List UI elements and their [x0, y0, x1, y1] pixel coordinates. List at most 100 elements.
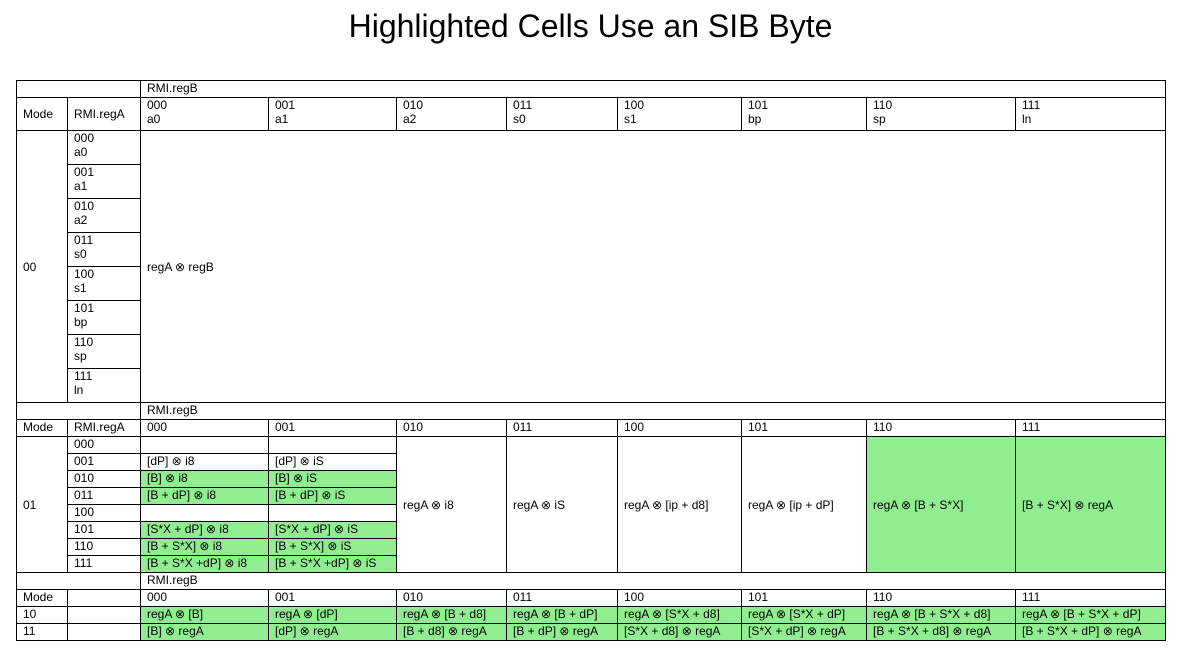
regb-col-110: 110 [866, 589, 1016, 607]
mode01-cell-001 [268, 504, 397, 522]
mode-header: Mode [16, 589, 68, 607]
mode00-rega-row: 001 a1 [67, 164, 141, 199]
mode11-row: 11 [B] ⊗ regA [dP] ⊗ regA [B + d8] ⊗ reg… [16, 623, 1166, 641]
regb-col-010: 010 [396, 589, 507, 607]
regb-col-000: 000 a0 [140, 97, 269, 131]
mode01-rega: 001 [67, 453, 141, 471]
regb-col-111: 111 [1015, 419, 1166, 437]
mode00-label: 00 [16, 130, 68, 403]
mode01-cell-101: regA ⊗ [ip + dP] [741, 436, 867, 573]
regb-col-110: 110 [866, 419, 1016, 437]
mode01-cell-111: [B + S*X] ⊗ regA [1015, 436, 1166, 573]
mode01-cell-011: regA ⊗ iS [506, 436, 618, 573]
regb-col-110: 110 sp [866, 97, 1016, 131]
mode01-rega: 111 [67, 555, 141, 573]
mode01-cell-000: [B + S*X +dP] ⊗ i8 [140, 555, 269, 573]
mode10-cell: regA ⊗ [B + S*X + d8] [866, 606, 1016, 624]
mode01-cell-000: [B + S*X] ⊗ i8 [140, 538, 269, 556]
mode10-cell: regA ⊗ [dP] [268, 606, 397, 624]
regb-col-100: 100 s1 [617, 97, 742, 131]
regb-col-010: 010 [396, 419, 507, 437]
mode00-rega-row: 111 ln [67, 368, 141, 403]
mode00-rega-row: 000 a0 [67, 130, 141, 165]
mode01-cell-000: [B] ⊗ i8 [140, 470, 269, 488]
regb-col-011: 011 [506, 419, 618, 437]
regb-col-011: 011 [506, 589, 618, 607]
regb-col-101: 101 bp [741, 97, 867, 131]
mode01-cell-100: regA ⊗ [ip + d8] [617, 436, 742, 573]
mode00-rega-row: 101 bp [67, 300, 141, 335]
mode01-rega: 100 [67, 504, 141, 522]
mode01-rega: 101 [67, 521, 141, 539]
mode01-cell-000 [140, 436, 269, 454]
section-header-row: RMI.regB [16, 80, 1166, 98]
mode01-row: 110 [B + S*X] ⊗ i8 [B + S*X] ⊗ iS [17, 538, 1166, 556]
regb-col-000: 000 [140, 589, 269, 607]
regb-col-111: 111 ln [1015, 97, 1166, 131]
mode10-label: 10 [16, 606, 68, 624]
mode10-cell: regA ⊗ [B + d8] [396, 606, 507, 624]
mode00-row: 011 s0 [17, 232, 1166, 267]
mode01-cell-110: regA ⊗ [B + S*X] [866, 436, 1016, 573]
regb-col-100: 100 [617, 419, 742, 437]
mode01-cell-000: [B + dP] ⊗ i8 [140, 487, 269, 505]
mode00-rega-row: 010 a2 [67, 198, 141, 233]
page-title: Highlighted Cells Use an SIB Byte [348, 8, 833, 44]
section-header-row: RMI.regB [16, 402, 1166, 420]
regb-header-row: Mode 000 001 010 011 100 101 110 111 [16, 589, 1166, 607]
regb-col-011: 011 s0 [506, 97, 618, 131]
mode01-cell-001: [B + S*X +dP] ⊗ iS [268, 555, 397, 573]
regb-header-row: Mode RMI.regA 000 a0 001 a1 010 a2 011 s0 10… [16, 97, 1166, 131]
mode10-cell: regA ⊗ [B + dP] [506, 606, 618, 624]
mode10-row: 10 regA ⊗ [B] regA ⊗ [dP] regA ⊗ [B + d8… [16, 606, 1166, 624]
mode00-value: regA ⊗ regB [140, 130, 1166, 403]
mode01-cell-001: [S*X + dP] ⊗ iS [268, 521, 397, 539]
mode01-row: 011 [B + dP] ⊗ i8 [B + dP] ⊗ iS [17, 487, 1166, 505]
section-header-row: RMI.regB [16, 572, 1166, 590]
mode01-rega: 010 [67, 470, 141, 488]
mode01-rega: 110 [67, 538, 141, 556]
regb-col-001: 001 [268, 419, 397, 437]
mode11-cell: [B] ⊗ regA [140, 623, 269, 641]
mode01-cell-010: regA ⊗ i8 [396, 436, 507, 573]
mode01-cell-001: [B + dP] ⊗ iS [268, 487, 397, 505]
mode00-row: 001 a1 [17, 164, 1166, 199]
mode01-cell-001 [268, 436, 397, 454]
regb-col-101: 101 [741, 419, 867, 437]
mode-header: Mode [16, 419, 68, 437]
mode00-rega-row: 100 s1 [67, 266, 141, 301]
regb-col-001: 001 [268, 589, 397, 607]
mode11-cell: [S*X + d8] ⊗ regA [617, 623, 742, 641]
regb-header-row: Mode RMI.regA 000 001 010 011 100 101 11… [16, 419, 1166, 437]
mode11-cell: [S*X + dP] ⊗ regA [741, 623, 867, 641]
mode10-cell: regA ⊗ [B] [140, 606, 269, 624]
mode01-cell-001: [B] ⊗ iS [268, 470, 397, 488]
mode-header: Mode [16, 97, 68, 131]
regb-col-111: 111 [1015, 589, 1166, 607]
mode01-row: 010 [B] ⊗ i8 [B] ⊗ iS [17, 470, 1166, 488]
mode11-cell: [B + d8] ⊗ regA [396, 623, 507, 641]
regb-col-010: 010 a2 [396, 97, 507, 131]
mode11-label: 11 [16, 623, 68, 641]
mode01-label: 01 [16, 436, 68, 573]
mode11-cell: [B + S*X + dP] ⊗ regA [1015, 623, 1166, 641]
mode00-row: 101 bp [17, 300, 1166, 335]
mode01-row: 001 [dP] ⊗ i8 [dP] ⊗ iS [17, 453, 1166, 471]
mode01-row: 101 [S*X + dP] ⊗ i8 [S*X + dP] ⊗ iS [17, 521, 1166, 539]
mode01-cell-000 [140, 504, 269, 522]
regb-col-101: 101 [741, 589, 867, 607]
regb-col-000: 000 [140, 419, 269, 437]
mode01-cell-001: [dP] ⊗ iS [268, 453, 397, 471]
mode01-rega: 000 [67, 436, 141, 454]
mode00-row: 100 s1 [17, 266, 1166, 301]
mode01-rega: 011 [67, 487, 141, 505]
mode11-cell: [B + S*X + d8] ⊗ regA [866, 623, 1016, 641]
mode01-row: 01 000 regA ⊗ i8 regA ⊗ iS regA ⊗ [ip + … [16, 436, 1166, 573]
mode00-row: 00 000 a0 regA ⊗ regB [16, 130, 1166, 403]
mode10-cell: regA ⊗ [S*X + d8] [617, 606, 742, 624]
regb-col-001: 001 a1 [268, 97, 397, 131]
mode01-cell-000: [S*X + dP] ⊗ i8 [140, 521, 269, 539]
mode11-cell: [B + dP] ⊗ regA [506, 623, 618, 641]
mode00-rega-row: 011 s0 [67, 232, 141, 267]
mode10-cell: regA ⊗ [B + S*X + dP] [1015, 606, 1166, 624]
